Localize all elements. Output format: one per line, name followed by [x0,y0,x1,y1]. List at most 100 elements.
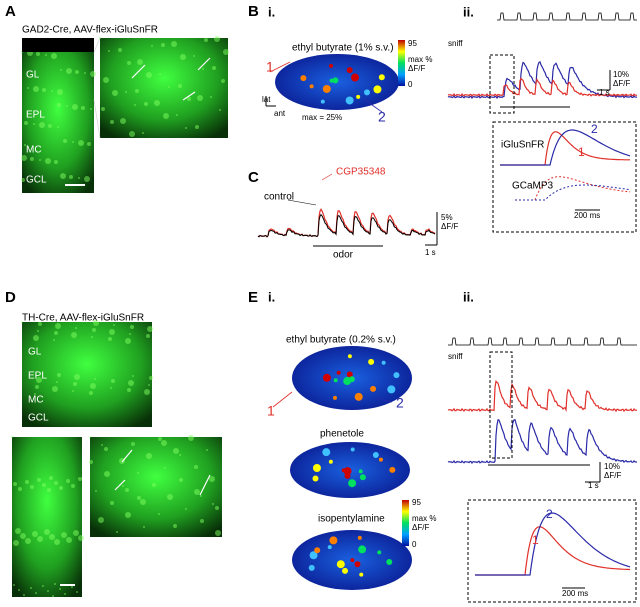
scale-label: 1 s [588,481,599,490]
cell [176,114,178,116]
hotspot [389,466,396,473]
hotspot [346,371,353,378]
cell [78,177,80,179]
layer-label: GL [26,70,40,81]
cell [64,593,66,595]
cell [42,88,46,92]
cell [214,36,220,42]
hotspot [354,392,363,401]
cell [168,86,170,88]
cell [167,494,173,500]
line [287,199,317,206]
cell [140,499,146,505]
layer-label: MC [28,395,44,406]
cell [185,127,187,129]
scale-label: 10% [613,70,629,79]
cell [159,73,161,75]
hotspot [314,547,321,554]
hotspot [358,545,367,554]
line [197,57,211,71]
cell [109,329,115,335]
hotspot [372,452,379,459]
roi-label: 2 [591,122,598,136]
cell [195,125,199,129]
cell [51,90,53,92]
sub-label: i. [268,289,275,304]
hotspot [342,567,349,574]
cell [103,77,109,83]
sub-label: ii. [463,289,474,304]
hotspot [387,385,396,394]
hotspot [354,561,361,568]
colorbar-unit: max % [412,514,436,523]
cell [158,437,162,441]
cell [45,54,47,56]
cell [54,331,58,335]
cell [215,530,221,536]
cell [127,61,131,65]
hotspot [309,84,314,89]
cell [66,537,72,543]
cell [202,68,204,70]
hotspot [336,560,345,569]
cell [164,467,166,469]
scale-label: 1 s [425,248,436,257]
cell [146,334,150,338]
hotspot [356,94,361,99]
layer-label: EPL [28,371,47,382]
hotspot [312,475,319,482]
hotspot [332,395,337,400]
cell [59,588,61,590]
cell [37,330,39,332]
scale-label: 1 s [599,88,610,97]
cell [223,49,229,55]
cell [33,335,39,341]
cell [144,389,150,395]
cell [73,530,79,536]
cell [57,89,63,95]
cell [147,326,153,332]
cell [73,382,77,386]
micrograph [12,437,82,597]
roi-label: 2 [546,507,553,521]
scale-label: 5% [441,213,453,222]
panel-label: D [5,289,16,306]
cell [30,485,34,489]
cell [135,89,139,93]
cell [128,380,134,386]
cell [125,488,129,492]
cell [37,536,43,542]
cell [144,102,148,106]
cell [90,71,96,77]
cell [101,444,103,446]
roi-label: 1 [267,403,275,419]
colorbar-max: 95 [412,498,421,507]
line [364,99,383,113]
cell [134,104,136,106]
cell [137,496,141,500]
trace [515,184,631,201]
trace [447,379,638,413]
cell [112,90,118,96]
cell [110,501,114,505]
cell [66,479,70,483]
cell [137,472,139,474]
cell [69,175,73,179]
roi-label: 2 [378,109,386,125]
cell [21,178,25,182]
cell [158,513,160,515]
cell [54,160,58,164]
cell [179,478,183,482]
cell [81,106,85,110]
cell [143,526,145,528]
trace [500,129,631,166]
hotspot [322,448,331,457]
line [374,397,393,403]
cell [142,132,144,134]
cell [132,375,134,377]
cell [39,122,45,128]
sniff-label: sniff [448,352,463,361]
colorbar [402,500,409,546]
layer-label: GCL [28,413,49,424]
